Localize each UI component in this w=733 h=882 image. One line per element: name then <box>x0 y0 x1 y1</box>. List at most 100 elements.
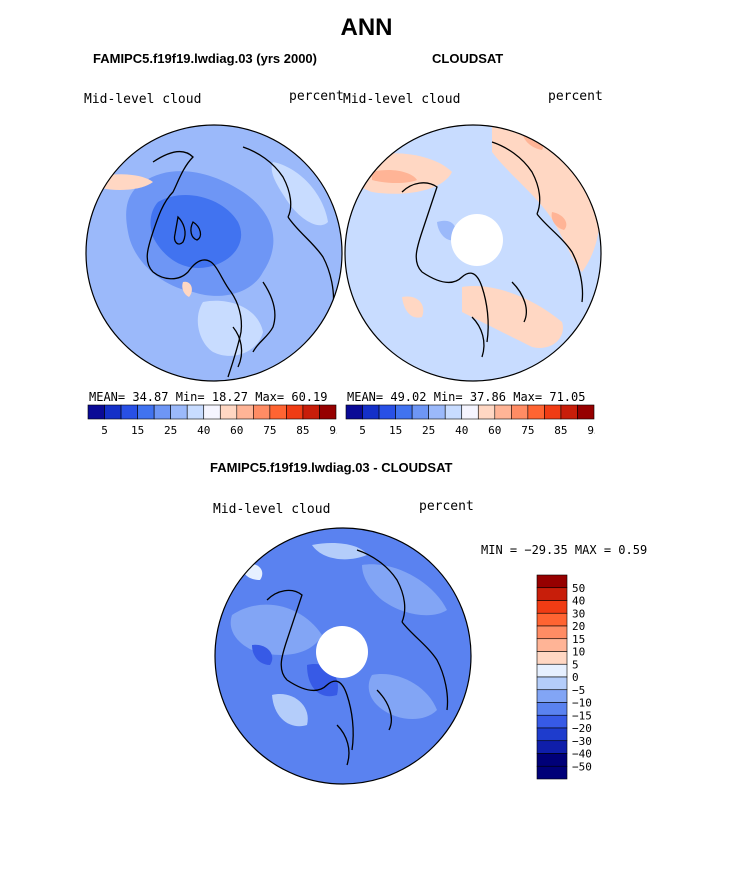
panel2-colorbar-swatch <box>544 404 562 420</box>
panel2-max-value: 71.05 <box>549 390 586 404</box>
map1-lowcloud-core <box>150 194 242 268</box>
panel3-colorbar-swatch <box>536 714 568 729</box>
panel2-stats: MEAN= 49.02 Min= 37.86 Max= 71.05 <box>347 390 585 404</box>
panel3-colorbar-tick-label: −50 <box>572 760 592 773</box>
panel3-colorbar-tick-label: 40 <box>572 595 585 608</box>
panel3-colorbar-tick-label: 20 <box>572 620 585 633</box>
panel1-colorbar-tick-label: 85 <box>296 424 309 437</box>
map-panel3 <box>214 527 472 785</box>
panel2-colorbar-swatch <box>395 404 413 420</box>
panel1-title: FAMIPC5.f19f19.lwdiag.03 (yrs 2000) <box>93 51 317 66</box>
map-panel2 <box>344 124 602 382</box>
panel1-colorbar-swatch <box>153 404 171 420</box>
panel1-stats: MEAN= 34.87 Min= 18.27 Max= 60.19 <box>89 390 327 404</box>
map1-coastlines <box>146 146 335 378</box>
panel1-colorbar-swatch <box>219 404 238 420</box>
panel2-max-label: Max= <box>513 390 543 404</box>
panel1-colorbar-swatch <box>302 404 320 420</box>
panel1-colorbar-tick-label: 40 <box>197 424 210 437</box>
panel2-colorbar-swatch <box>494 404 512 420</box>
panel2-colorbar-swatch <box>461 404 479 420</box>
map-panel1 <box>85 124 343 382</box>
panel3-colorbar-swatch <box>536 753 568 767</box>
panel2-colorbar-tick-label: 25 <box>422 424 435 437</box>
panel1-colorbar-tick-label: 60 <box>230 424 243 437</box>
map3-coastlines <box>266 549 449 766</box>
panel1-colorbar-tick-label: 5 <box>101 424 108 437</box>
panel3-colorbar-tick-label: −40 <box>572 748 592 761</box>
panel2-title: CLOUDSAT <box>432 51 504 66</box>
map1-pale-patch-1 <box>197 300 263 356</box>
panel2-colorbar-swatch <box>527 404 545 420</box>
panel2-colorbar-swatch <box>560 404 578 420</box>
panel1-colorbar: 5 15 25 40 60 75 85 95 <box>87 404 337 437</box>
map3-light-region-1 <box>230 604 322 655</box>
map3-dark-region-2 <box>252 644 273 665</box>
panel3-colorbar-swatch <box>536 651 568 665</box>
panel3-colorbar-swatch <box>536 612 568 627</box>
panel3-colorbar-swatch <box>536 727 568 742</box>
map1-warm-patch-1 <box>98 174 153 190</box>
panel1-colorbar-tick-label: 75 <box>263 424 276 437</box>
map2-cool-region <box>437 220 457 241</box>
map3-light-region-3 <box>368 674 437 720</box>
panel2-min-label: Min= <box>433 390 463 404</box>
panel3-colorbar-tick-label: 50 <box>572 582 585 595</box>
map3-light-region-2 <box>362 564 447 616</box>
panel3-units-label: percent <box>419 499 474 514</box>
panel3-colorbar-swatch <box>536 702 568 716</box>
panel3-colorbar-tick-label: −10 <box>572 697 592 710</box>
map3-pale-region-1 <box>272 694 308 727</box>
panel3-colorbar-swatch <box>536 574 568 589</box>
panel2-colorbar-swatch <box>345 404 363 420</box>
panel2-colorbar-swatch <box>511 404 529 420</box>
map3-missing-data-hole <box>316 626 368 678</box>
map2-missing-data-hole <box>451 214 503 266</box>
panel3-colorbar-swatch <box>536 663 568 678</box>
panel1-colorbar-tick-label: 25 <box>164 424 177 437</box>
map2-warmer-patch-2 <box>551 212 567 230</box>
panel3-colorbar-tick-label: 5 <box>572 658 579 671</box>
panel1-colorbar-swatch <box>186 404 205 420</box>
panel2-colorbar-tick-label: 75 <box>521 424 534 437</box>
panel3-colorbar-tick-label: 15 <box>572 633 585 646</box>
panel3-colorbar-tick-label: −30 <box>572 735 592 748</box>
panel3-colorbar-tick-label: −5 <box>572 684 585 697</box>
panel1-mean-value: 34.87 <box>132 390 169 404</box>
panel3-colorbar-swatch <box>536 740 568 754</box>
panel3-colorbar-tick-label: 30 <box>572 607 585 620</box>
map2-coastlines <box>401 141 584 358</box>
panel2-colorbar-tick-label: 60 <box>488 424 501 437</box>
panel1-colorbar-swatch <box>203 404 221 420</box>
panel2-colorbar-tick-label: 40 <box>455 424 468 437</box>
panel2-colorbar-swatch <box>477 404 496 420</box>
panel1-colorbar-swatch <box>120 404 138 420</box>
panel1-min-label: Min= <box>175 390 205 404</box>
map2-warm-region-4 <box>402 296 424 318</box>
panel1-colorbar-swatch <box>87 404 105 420</box>
panel3-colorbar-swatch <box>536 765 568 780</box>
panel2-variable-label: Mid-level cloud <box>343 92 461 107</box>
panel1-colorbar-tick-label: 15 <box>131 424 144 437</box>
panel1-colorbar-swatch <box>104 404 122 420</box>
panel2-colorbar-tick-label: 85 <box>554 424 567 437</box>
panel3-colorbar-swatch <box>536 638 568 652</box>
panel1-colorbar-swatch <box>319 404 337 420</box>
map2-warmer-patch-1 <box>372 169 417 183</box>
panel2-units-label: percent <box>548 89 603 104</box>
panel2-mean-value: 49.02 <box>390 390 427 404</box>
panel1-colorbar-swatch <box>236 404 254 420</box>
panel2-colorbar-swatch <box>444 404 463 420</box>
panel2-colorbar-swatch <box>362 404 380 420</box>
map1-warm-patch-3 <box>182 281 192 297</box>
panel3-colorbar-swatch <box>536 587 568 601</box>
panel2-min-value: 37.86 <box>469 390 506 404</box>
panel1-colorbar-swatch <box>253 404 271 420</box>
panel2-colorbar-tick-label: 95 <box>587 424 595 437</box>
panel3-colorbar-swatch <box>536 600 568 614</box>
panel3-colorbar-tick-label: −20 <box>572 722 592 735</box>
panel3-stats: MIN = −29.35 MAX = 0.59 <box>481 543 648 557</box>
panel1-colorbar-tick-label: 95 <box>329 424 337 437</box>
panel1-colorbar-swatch <box>137 404 155 420</box>
